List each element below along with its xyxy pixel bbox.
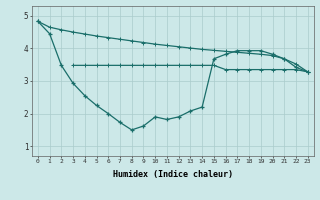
X-axis label: Humidex (Indice chaleur): Humidex (Indice chaleur): [113, 170, 233, 179]
